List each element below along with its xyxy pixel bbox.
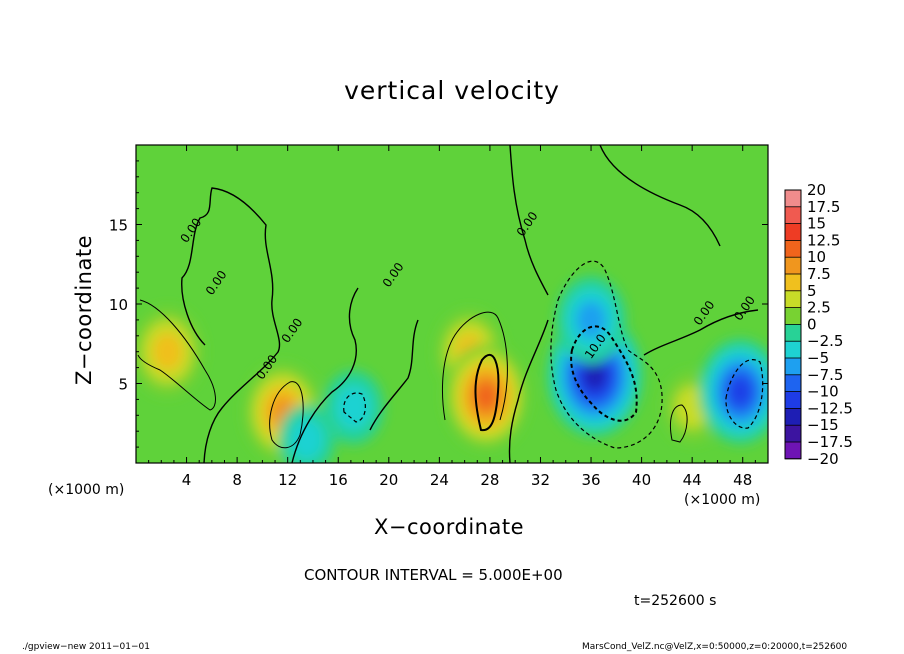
zero-contour bbox=[599, 145, 721, 247]
colorbar-label: 20 bbox=[807, 181, 826, 199]
colorbar-label: 12.5 bbox=[807, 231, 840, 249]
colorbar-segment bbox=[785, 206, 801, 224]
colorbar-segment bbox=[785, 290, 801, 308]
x-axis-unit: (×1000 m) bbox=[684, 492, 761, 508]
time-label: t=252600 s bbox=[634, 593, 717, 609]
colorbar-label: 7.5 bbox=[807, 265, 831, 283]
contour-interval-label: CONTOUR INTERVAL = 5.000E+00 bbox=[304, 566, 563, 584]
colorbar-segment bbox=[785, 324, 801, 342]
y-tick-label: 5 bbox=[118, 376, 128, 394]
x-tick-label: 44 bbox=[683, 471, 702, 489]
colorbar-segment bbox=[785, 341, 801, 358]
colorbar-label: −5 bbox=[807, 349, 829, 367]
x-axis-unit: (×1000 m) bbox=[48, 482, 125, 498]
x-tick-label: 32 bbox=[531, 471, 550, 489]
colorbar-segment bbox=[785, 442, 801, 459]
x-tick-label: 40 bbox=[632, 471, 651, 489]
zero-contour bbox=[181, 187, 281, 463]
colorbar-label: 0 bbox=[807, 315, 817, 333]
zero-contour bbox=[291, 287, 359, 463]
y-axis: 5 10 15 bbox=[109, 160, 768, 448]
updraft-region bbox=[136, 308, 203, 396]
contour-5 bbox=[669, 404, 688, 443]
field-level bbox=[576, 301, 606, 339]
x-tick-label: 20 bbox=[379, 471, 398, 489]
x-tick-label: 4 bbox=[182, 471, 192, 489]
colorbar-label: −10 bbox=[807, 383, 839, 401]
colorbar-label: 17.5 bbox=[807, 198, 840, 216]
field-level bbox=[152, 333, 183, 371]
y-axis-label: Z−coordinate bbox=[72, 235, 96, 385]
x-tick-label: 48 bbox=[733, 471, 752, 489]
contour-5 bbox=[137, 299, 216, 411]
field-level bbox=[289, 418, 324, 461]
x-tick-label: 24 bbox=[430, 471, 449, 489]
field-level bbox=[474, 381, 498, 411]
colorbar-segment bbox=[785, 240, 801, 258]
colorbar-segment bbox=[785, 190, 801, 207]
colorbar-segment bbox=[785, 358, 801, 375]
zero-contour bbox=[508, 319, 549, 463]
x-tick-label: 16 bbox=[329, 471, 348, 489]
colorbar-label: 10 bbox=[807, 248, 826, 266]
colorbar-label: −20 bbox=[807, 450, 839, 468]
x-tick-label: 12 bbox=[278, 471, 297, 489]
footer-source-label: MarsCond_VelZ.nc@VelZ,x=0:50000,z=0:2000… bbox=[582, 642, 848, 652]
zero-contour bbox=[369, 319, 419, 431]
colorbar-label: −7.5 bbox=[807, 366, 843, 384]
contour-10 bbox=[441, 311, 508, 421]
y-tick-label: 15 bbox=[109, 217, 128, 235]
colorbar-segment bbox=[785, 391, 801, 409]
colorbar-segment bbox=[785, 274, 801, 291]
contour-5 bbox=[269, 381, 304, 449]
field-level bbox=[583, 361, 606, 390]
field-level bbox=[335, 385, 372, 430]
contour-lines bbox=[137, 145, 759, 463]
contour-10 bbox=[474, 353, 500, 432]
footer-program-label: ./gpview−new 2011−01−01 bbox=[22, 642, 150, 652]
colorbar-segment bbox=[785, 374, 801, 392]
colorbar-segment bbox=[785, 408, 801, 426]
y-tick-label: 10 bbox=[109, 296, 128, 314]
downdraft-region bbox=[699, 339, 768, 444]
colorbar-label: 2.5 bbox=[807, 299, 831, 317]
colorbar-segment bbox=[785, 307, 801, 325]
colorbar: 2017.51512.5107.552.50−2.5−5−7.5−10−12.5… bbox=[784, 181, 853, 468]
colorbar-label: −15 bbox=[807, 416, 839, 434]
colorbar-label: −17.5 bbox=[807, 433, 853, 451]
zero-contour bbox=[643, 309, 759, 356]
colorbar-label: −2.5 bbox=[807, 332, 843, 350]
colorbar-label: 15 bbox=[807, 215, 826, 233]
x-tick-label: 8 bbox=[232, 471, 242, 489]
chart-title: vertical velocity bbox=[344, 76, 560, 105]
x-tick-label: 36 bbox=[581, 471, 600, 489]
colorbar-label: −12.5 bbox=[807, 399, 853, 417]
negative-contour-lines bbox=[343, 260, 764, 449]
colorbar-segment bbox=[785, 223, 801, 241]
zero-contour bbox=[509, 145, 549, 296]
updraft-region bbox=[444, 343, 528, 449]
x-axis: 4 8 12 16 20 24 28 32 36 40 44 48 bbox=[148, 145, 756, 489]
colorbar-segment bbox=[785, 257, 801, 274]
downdraft-region bbox=[278, 404, 336, 463]
field-level bbox=[728, 377, 752, 406]
x-axis-label: X−coordinate bbox=[374, 515, 524, 539]
colorbar-segment bbox=[785, 425, 801, 442]
x-tick-label: 28 bbox=[480, 471, 499, 489]
colorbar-label: 5 bbox=[807, 282, 817, 300]
